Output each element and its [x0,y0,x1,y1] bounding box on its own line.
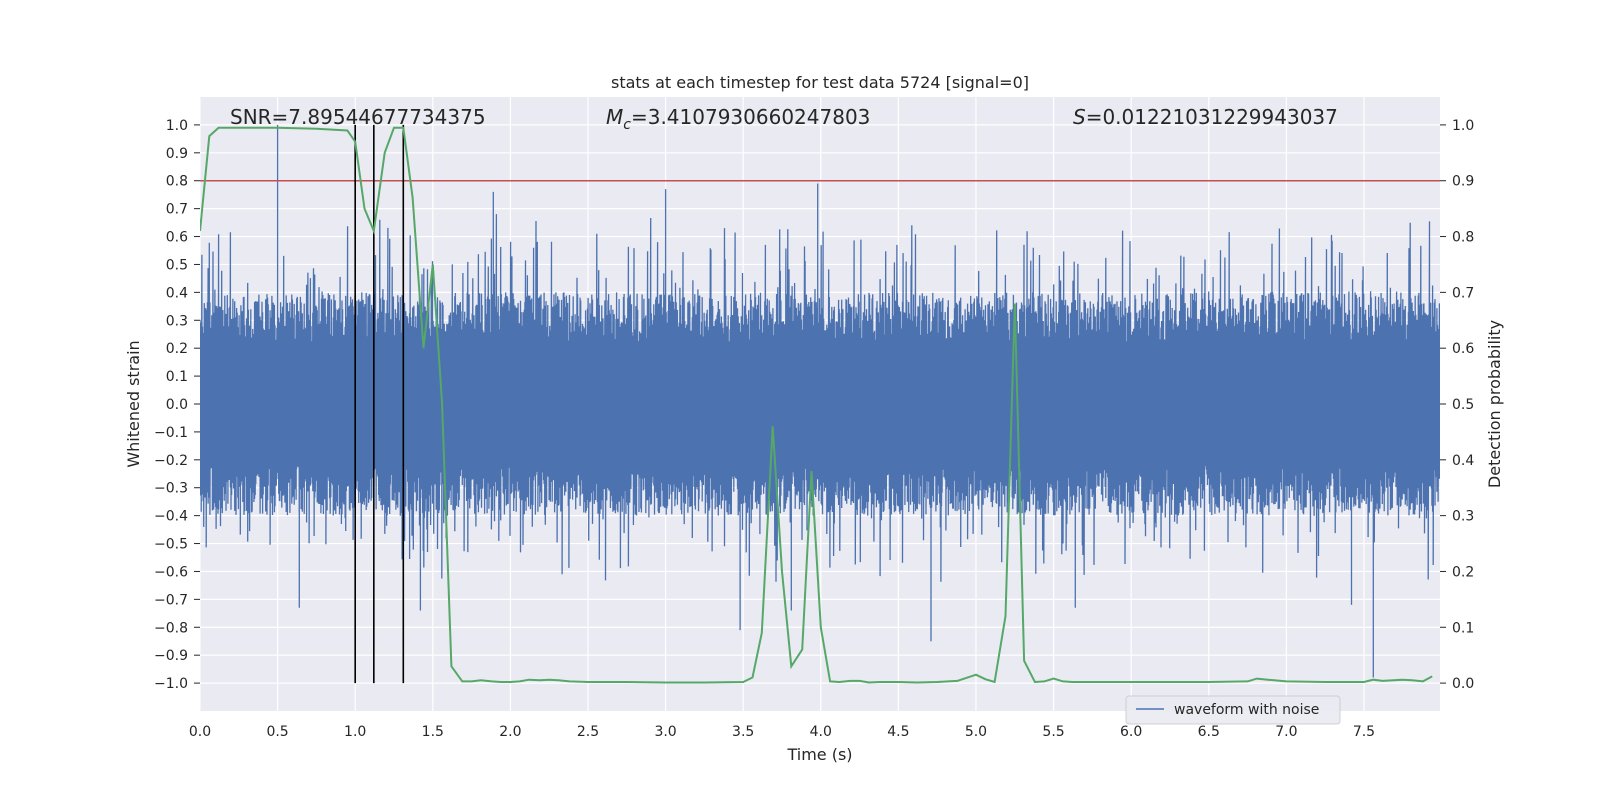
y-axis-ticks-left: 1.0 0.9 0.8 0.7 0.6 0.5 0.4 0.3 0.2 0.1 0.0 −0.1 −0.… [154,118,200,692]
detection-probability-series [200,126,1433,684]
y-axis-label-left: Whitened strain [124,340,143,467]
x-tick-label: 5.5 [1042,724,1064,740]
y-right-tick-label: 0.7 [1452,285,1474,301]
chart-title: stats at each timestep for test data 572… [611,73,1029,92]
y-tick-label: −1.0 [154,676,188,692]
y-right-tick-label: 0.5 [1452,397,1474,413]
y-tick-label: −0.2 [154,453,188,469]
x-tick-label: 2.0 [499,724,521,740]
y-tick-label: −0.7 [154,592,188,608]
x-tick-label: 1.0 [344,724,366,740]
chirp-mass-value: =3.4107930660247803 [631,105,870,129]
y-tick-label: −0.5 [154,537,188,553]
y-tick-label: 0.2 [166,341,188,357]
x-axis-ticks: 0.0 0.5 1.0 1.5 2.0 2.5 3.0 3.5 4.0 4.5 5.0 5.5 6.0 6… [189,724,1375,740]
legend-box [1125,695,1341,725]
x-tick-label: 7.0 [1275,724,1297,740]
y-tick-label: 1.0 [166,118,188,134]
y-right-tick-label: 0.3 [1452,509,1474,525]
y-tick-label: 0.1 [166,369,188,385]
y-tick-label: −0.4 [154,509,188,525]
y-right-tick-label: 0.1 [1452,620,1474,636]
legend: waveform with noise [1125,695,1341,725]
x-tick-label: 0.0 [189,724,211,740]
y-tick-label: −0.6 [154,564,188,580]
x-tick-label: 6.0 [1120,724,1142,740]
y-tick-label: 0.0 [166,397,188,413]
x-tick-label: 2.5 [577,724,599,740]
x-tick-label: 6.5 [1198,724,1220,740]
y-tick-label: −0.3 [154,481,188,497]
s-value: =0.01221031229943037 [1086,105,1338,129]
y-right-tick-label: 0.9 [1452,174,1474,190]
y-right-tick-label: 0.6 [1452,341,1474,357]
x-tick-label: 4.0 [810,724,832,740]
y-right-tick-label: 0.0 [1452,676,1474,692]
y-tick-label: 0.5 [166,257,188,273]
x-tick-label: 3.5 [732,724,754,740]
x-tick-label: 4.5 [887,724,909,740]
y-axis-label-right: Detection probability [1485,320,1504,488]
vertical-markers [354,124,405,684]
y-tick-label: −0.9 [154,648,188,664]
y-tick-label: 0.6 [166,230,188,246]
y-tick-label: 0.9 [166,146,188,162]
y-right-tick-label: 0.8 [1452,230,1474,246]
y-tick-label: 0.8 [166,174,188,190]
y-tick-label: 0.7 [166,202,188,218]
y-right-tick-label: 1.0 [1452,118,1474,134]
x-tick-label: 0.5 [266,724,288,740]
s-symbol: S [1073,105,1086,129]
x-tick-label: 1.5 [422,724,444,740]
x-axis-label: Time (s) [786,745,852,764]
snr-annotation: SNR=7.89544677734375 [230,105,486,129]
waveform-series [200,124,1440,678]
y-right-tick-label: 0.2 [1452,564,1474,580]
x-tick-label: 3.0 [654,724,676,740]
chirp-mass-symbol: M [606,105,623,129]
y-tick-label: −0.8 [154,620,188,636]
y-tick-label: −0.1 [154,425,188,441]
chirp-mass-annotation: Mc=3.4107930660247803 [606,105,870,133]
legend-label-waveform: waveform with noise [1174,702,1319,718]
chirp-mass-subscript: c [623,117,631,133]
s-annotation: S=0.01221031229943037 [1073,105,1338,129]
x-tick-label: 7.5 [1353,724,1375,740]
x-tick-label: 5.0 [965,724,987,740]
y-tick-label: 0.3 [166,313,188,329]
y-right-tick-label: 0.4 [1452,453,1474,469]
y-tick-label: 0.4 [166,285,188,301]
y-axis-ticks-right: 1.0 0.9 0.8 0.7 0.6 0.5 0.4 0.3 0.2 0.1 0.0 [1440,118,1474,692]
